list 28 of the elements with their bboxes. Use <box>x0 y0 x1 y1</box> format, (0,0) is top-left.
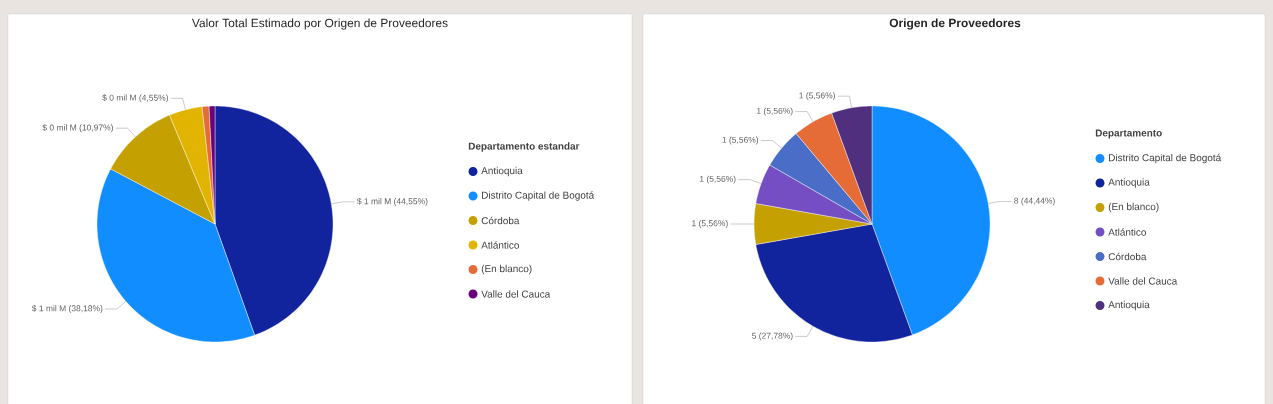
data-label: 1 (5,56%) <box>799 92 835 101</box>
legend-label: Antioquia <box>1108 178 1150 188</box>
chart-title: Origen de Proveedores <box>889 18 1021 30</box>
legend-label: (En blanco) <box>481 264 532 275</box>
data-label: 1 (5,56%) <box>757 107 793 116</box>
legend-label: Córdoba <box>481 216 520 225</box>
legend-label: Atlántico <box>481 241 519 249</box>
legend-label: Valle del Cauca <box>481 290 551 298</box>
data-label: 1 (5,56%) <box>692 220 728 228</box>
data-label: $ 1 mil M (44,55%) <box>356 197 428 206</box>
chart-title: Valor Total Estimado por Origen de Proveedores <box>191 18 448 30</box>
data-label: 1 (5,56%) <box>722 136 759 145</box>
legend-label: Antioquia <box>1108 300 1150 311</box>
legend-label: (En blanco) <box>1108 202 1159 213</box>
data-label: $ 0 mil M (4,55%) <box>102 94 169 103</box>
legend-label: Valle del Cauca <box>1108 277 1178 285</box>
legend-label: Atlántico <box>1108 228 1146 236</box>
legend-label: Antioquia <box>481 166 523 177</box>
data-label: $ 1 mil M (38,18%) <box>31 304 103 313</box>
legend-label: Córdoba <box>1108 252 1147 261</box>
legend-label: Distrito Capital de Bogotá <box>482 191 595 201</box>
data-label: 5 (27,78%) <box>752 332 793 341</box>
data-label: 8 (44,44%) <box>1014 197 1055 206</box>
data-label: $ 0 mil M (10,97%) <box>42 124 113 133</box>
legend-label: Distrito Capital de Bogotá <box>1109 153 1222 164</box>
legend-title: Departamento <box>1095 129 1162 139</box>
data-label: 1 (5,56%) <box>699 175 736 184</box>
legend-title: Departamento estandar <box>468 142 580 152</box>
